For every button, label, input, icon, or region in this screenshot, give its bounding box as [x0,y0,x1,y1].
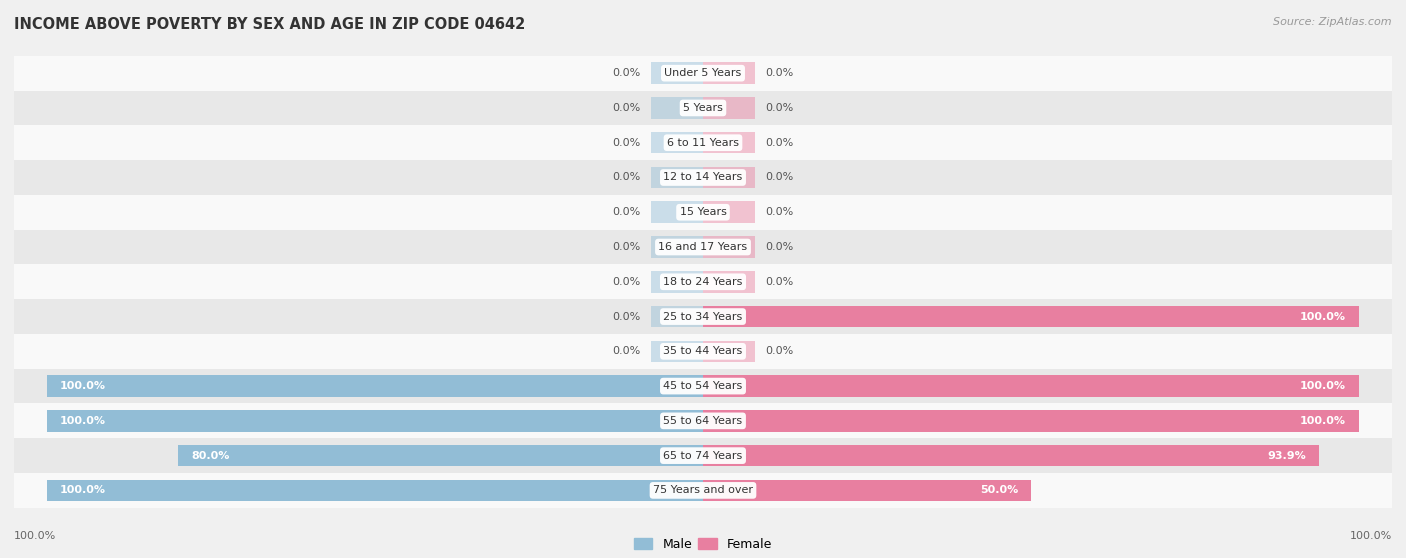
Text: 0.0%: 0.0% [613,277,641,287]
Bar [14,369,1392,403]
Bar [651,97,703,119]
Bar [651,62,703,84]
Bar [703,480,1031,501]
Text: INCOME ABOVE POVERTY BY SEX AND AGE IN ZIP CODE 04642: INCOME ABOVE POVERTY BY SEX AND AGE IN Z… [14,17,526,32]
Text: 16 and 17 Years: 16 and 17 Years [658,242,748,252]
Bar [14,473,1392,508]
Bar [46,376,703,397]
Text: 65 to 74 Years: 65 to 74 Years [664,451,742,460]
Text: 0.0%: 0.0% [613,138,641,148]
Bar [14,56,1392,90]
Text: 5 Years: 5 Years [683,103,723,113]
Text: 100.0%: 100.0% [1301,311,1346,321]
Bar [46,480,703,501]
Bar [14,264,1392,299]
Bar [14,90,1392,126]
Text: 100.0%: 100.0% [1301,381,1346,391]
Bar [703,410,1360,432]
Bar [703,271,755,292]
Text: 0.0%: 0.0% [765,277,793,287]
Text: Source: ZipAtlas.com: Source: ZipAtlas.com [1274,17,1392,27]
Bar [703,445,1319,466]
Bar [14,299,1392,334]
Text: 80.0%: 80.0% [191,451,229,460]
Bar [703,97,755,119]
Bar [703,306,1360,328]
Bar [651,236,703,258]
Bar [651,340,703,362]
Bar [14,334,1392,369]
Bar [651,201,703,223]
Text: 0.0%: 0.0% [613,311,641,321]
Text: 0.0%: 0.0% [765,347,793,357]
Text: 100.0%: 100.0% [14,531,56,541]
Text: 100.0%: 100.0% [1350,531,1392,541]
Text: 6 to 11 Years: 6 to 11 Years [666,138,740,148]
Bar [14,160,1392,195]
Bar [14,403,1392,438]
Bar [703,132,755,153]
Text: 0.0%: 0.0% [765,138,793,148]
Text: 18 to 24 Years: 18 to 24 Years [664,277,742,287]
Bar [651,306,703,328]
Text: 0.0%: 0.0% [613,172,641,182]
Text: 0.0%: 0.0% [765,207,793,217]
Bar [651,271,703,292]
Bar [703,62,755,84]
Text: 0.0%: 0.0% [765,172,793,182]
Bar [703,236,755,258]
Legend: Male, Female: Male, Female [628,533,778,556]
Text: 0.0%: 0.0% [765,68,793,78]
Text: Under 5 Years: Under 5 Years [665,68,741,78]
Text: 0.0%: 0.0% [613,347,641,357]
Text: 55 to 64 Years: 55 to 64 Years [664,416,742,426]
Text: 0.0%: 0.0% [765,103,793,113]
Text: 100.0%: 100.0% [1301,416,1346,426]
Text: 100.0%: 100.0% [60,485,105,496]
Text: 0.0%: 0.0% [765,242,793,252]
Bar [651,167,703,188]
Bar [14,230,1392,264]
Bar [703,201,755,223]
Bar [14,195,1392,230]
Text: 50.0%: 50.0% [980,485,1018,496]
Text: 93.9%: 93.9% [1267,451,1306,460]
Bar [14,126,1392,160]
Bar [14,438,1392,473]
Text: 0.0%: 0.0% [613,68,641,78]
Bar [651,132,703,153]
Text: 100.0%: 100.0% [60,381,105,391]
Text: 0.0%: 0.0% [613,207,641,217]
Bar [703,167,755,188]
Text: 0.0%: 0.0% [613,242,641,252]
Text: 35 to 44 Years: 35 to 44 Years [664,347,742,357]
Bar [46,410,703,432]
Text: 0.0%: 0.0% [613,103,641,113]
Text: 45 to 54 Years: 45 to 54 Years [664,381,742,391]
Text: 12 to 14 Years: 12 to 14 Years [664,172,742,182]
Text: 25 to 34 Years: 25 to 34 Years [664,311,742,321]
Bar [179,445,703,466]
Bar [703,376,1360,397]
Text: 100.0%: 100.0% [60,416,105,426]
Text: 15 Years: 15 Years [679,207,727,217]
Bar [703,340,755,362]
Text: 75 Years and over: 75 Years and over [652,485,754,496]
